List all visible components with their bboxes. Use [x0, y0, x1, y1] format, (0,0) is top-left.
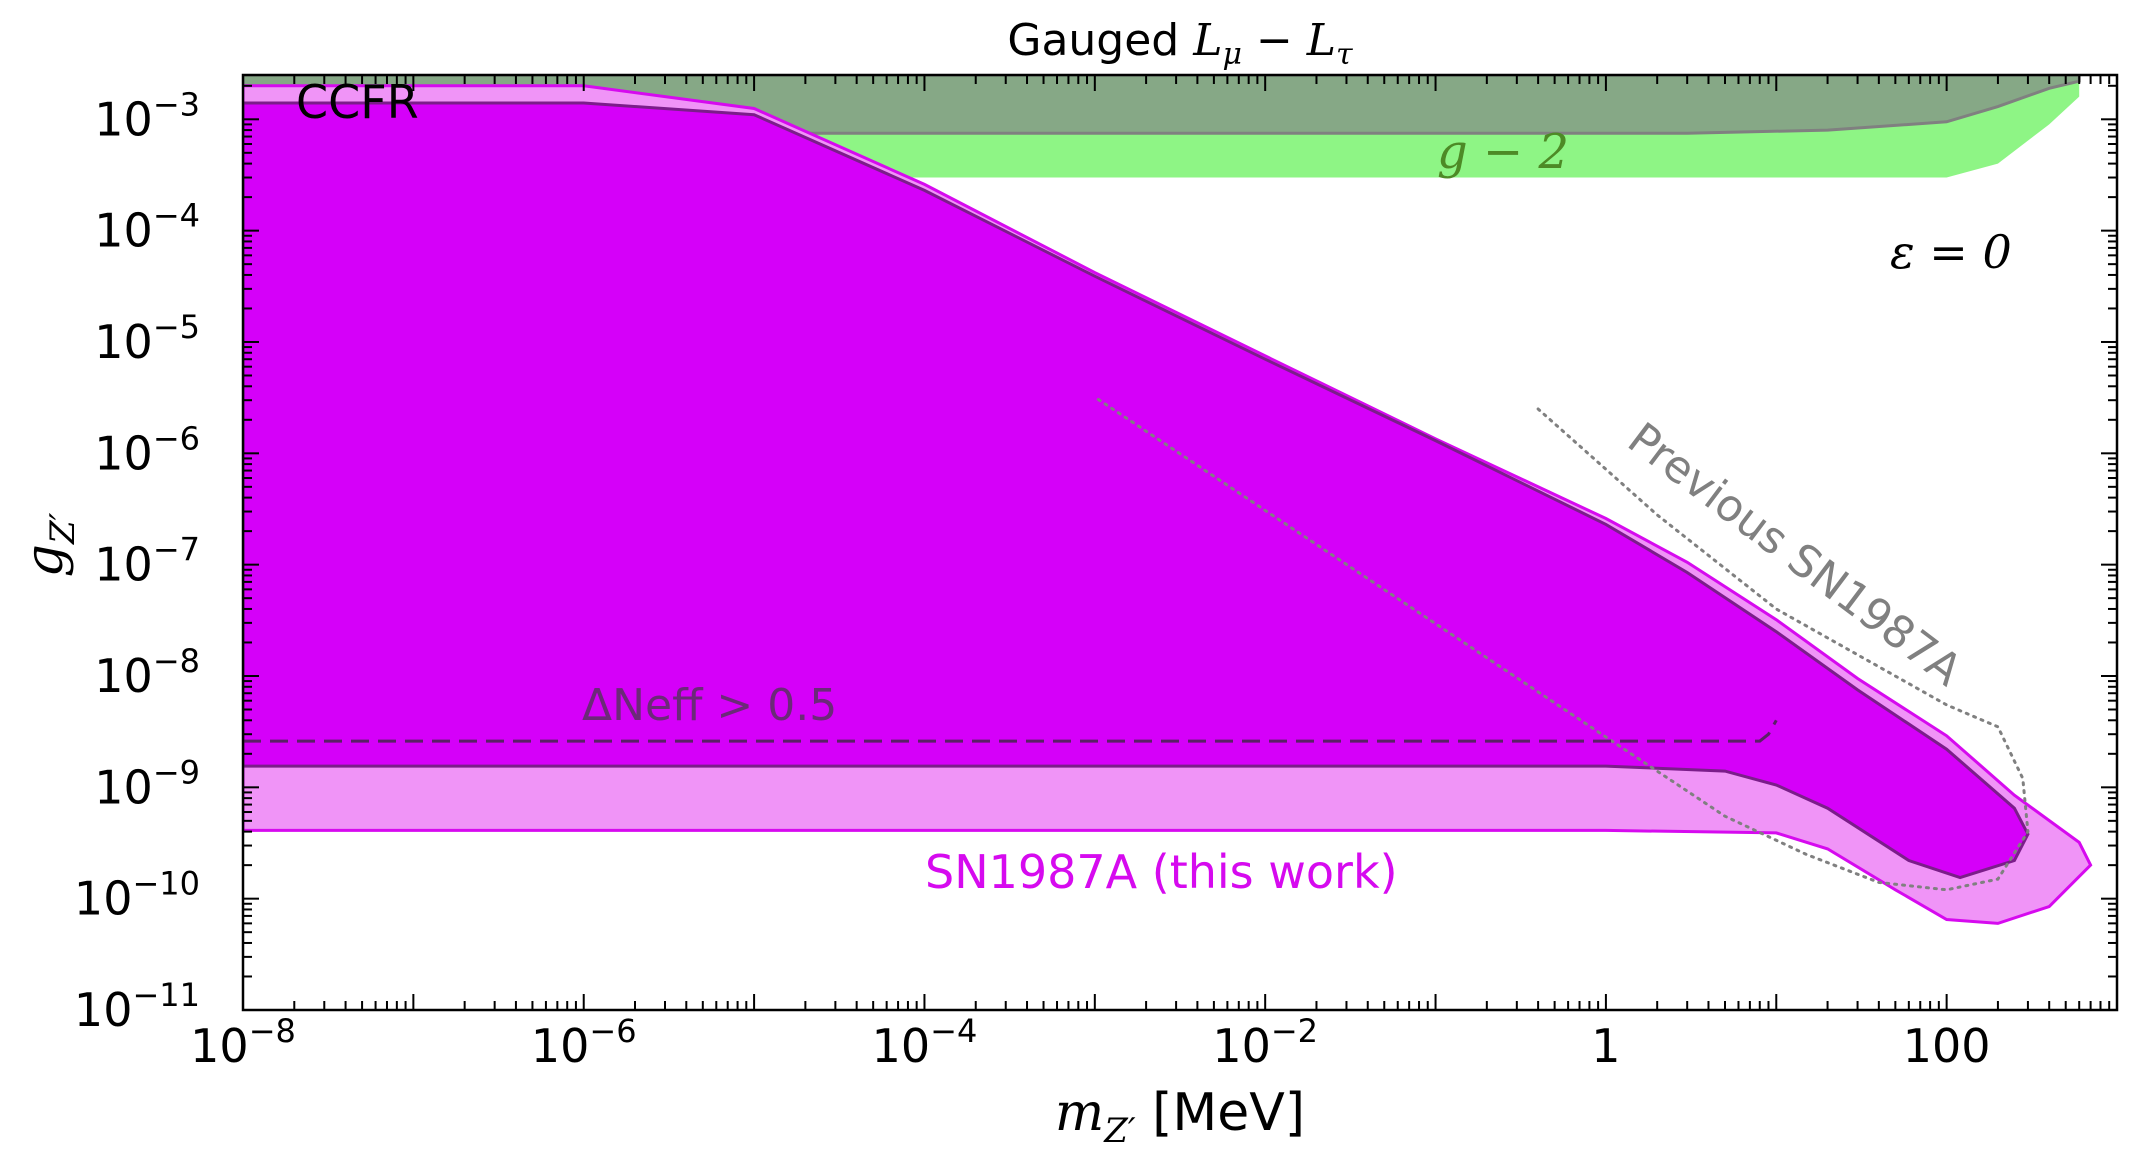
sn1987a-core-region	[243, 101, 2030, 880]
axis-ticks	[242, 75, 2118, 1011]
x-tick-label: 10−4	[872, 1012, 978, 1073]
y-tick-label: 10−6	[94, 419, 200, 480]
exclusion-regions	[243, 75, 2093, 925]
y-axis-label: gZ′	[15, 512, 83, 577]
delta-neff-label: ΔNeff > 0.5	[582, 680, 837, 731]
ccfr-label: CCFR	[296, 75, 419, 129]
y-tick-labels: 10−3 10−4 10−5 10−6 10−7 10−8 10−9 10−10 10−11	[74, 85, 200, 1037]
delta-neff-line	[243, 719, 1778, 743]
constraint-lines	[243, 395, 2030, 892]
y-tick-label: 10−5	[94, 308, 200, 369]
y-tick-label: 10−7	[94, 531, 200, 592]
x-axis-label: mZ′ [MeV]	[1055, 1083, 1305, 1151]
y-tick-label: 10−4	[94, 197, 200, 258]
epsilon-label: ε = 0	[1890, 225, 2012, 279]
x-tick-label: 10−8	[190, 1012, 296, 1073]
previous-sn1987a-line	[1093, 395, 2030, 892]
x-tick-label: 100	[1903, 1019, 1991, 1073]
y-tick-label: 10−11	[74, 976, 200, 1037]
plot-frame	[241, 73, 2119, 1012]
x-tick-label: 10−2	[1212, 1012, 1318, 1073]
y-tick-label: 10−3	[94, 85, 200, 146]
g-minus-2-label: g − 2	[1437, 124, 1569, 180]
chart-title: Gauged Lμ − Lτ	[1007, 15, 1353, 72]
y-tick-label: 10−10	[74, 865, 200, 926]
y-tick-label: 10−8	[94, 642, 200, 703]
sn1987a-this-work-label: SN1987A (this work)	[925, 845, 1398, 899]
x-tick-labels: 10−8 10−6 10−4 10−2 1 100	[190, 1012, 1990, 1073]
y-tick-label: 10−9	[94, 753, 200, 814]
x-tick-label: 10−6	[531, 1012, 637, 1073]
x-tick-label: 1	[1591, 1019, 1620, 1073]
